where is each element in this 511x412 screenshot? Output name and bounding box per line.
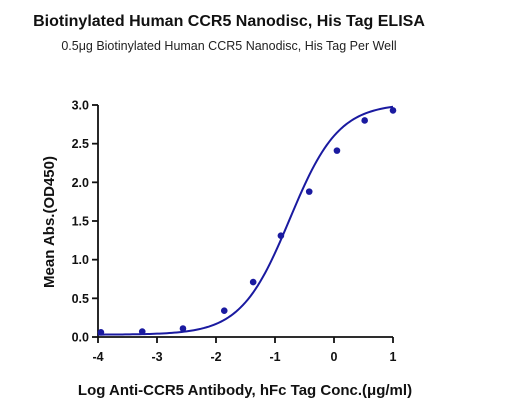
data-point [249,278,257,286]
data-point [220,307,228,315]
y-axis-label: Mean Abs.(OD450) [41,156,58,288]
data-point [277,232,285,239]
y-tick-label: 1.0 [72,253,89,267]
chart-title: Biotinylated Human CCR5 Nanodisc, His Ta… [33,13,425,30]
data-point [333,147,341,154]
x-tick-label: -1 [269,350,280,364]
data-point [179,325,187,332]
x-tick-label: -3 [151,350,162,364]
plot-area: 0.0 0.5 1.0 1.5 2.0 2.5 3.0 -4 -3 -2 -1 0 1 [72,99,397,365]
y-axis: 0.0 0.5 1.0 1.5 2.0 2.5 3.0 [72,99,99,345]
fit-curve [97,105,394,336]
x-tick-label: 1 [390,350,397,364]
data-point [361,117,368,124]
x-axis-label: Log Anti-CCR5 Antibody, hFc Tag Conc.(μg… [78,382,412,399]
y-tick-label: 2.0 [72,176,89,190]
y-tick-label: 3.0 [72,99,89,113]
data-point [97,329,105,336]
y-tick-label: 0.0 [72,331,89,345]
data-points [97,107,397,336]
chart-subtitle: 0.5μg Biotinylated Human CCR5 Nanodisc, … [61,39,396,53]
y-tick-label: 1.5 [72,215,89,229]
x-tick-label: 0 [331,350,338,364]
x-tick-label: -2 [210,350,221,364]
x-tick-label: -4 [92,350,103,364]
data-point [138,328,146,335]
x-axis: -4 -3 -2 -1 0 1 [92,336,397,364]
data-point [305,188,313,195]
data-point [389,107,397,114]
y-tick-label: 2.5 [72,137,89,151]
y-tick-label: 0.5 [72,292,89,306]
